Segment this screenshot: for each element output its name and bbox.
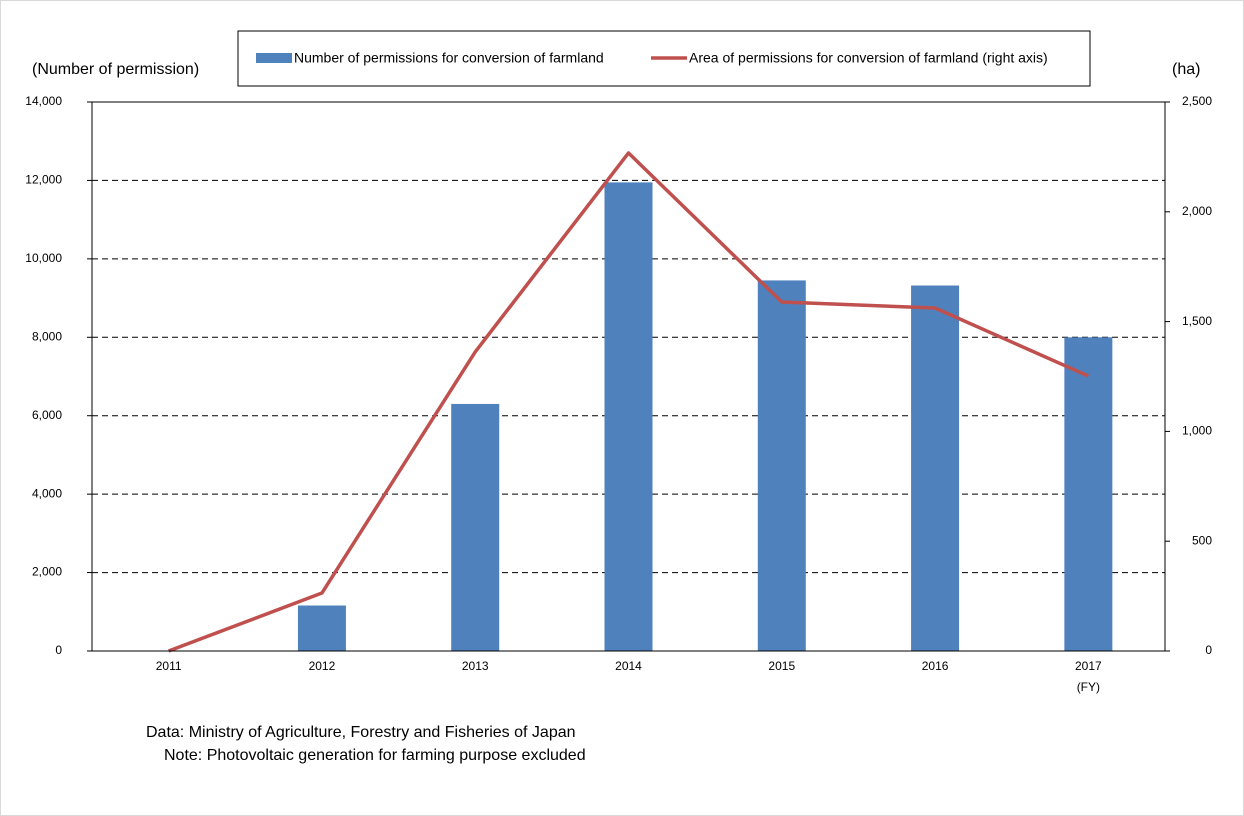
note: Note: Photovoltaic generation for farmin…	[164, 747, 586, 764]
x-tick-label: 2016	[922, 659, 949, 673]
y2-tick-label: 1,000	[1182, 424, 1212, 438]
bar	[451, 403, 500, 651]
y-tick-label: 14,000	[25, 94, 62, 108]
y-tick-label: 6,000	[32, 408, 62, 422]
x-tick-label: 2014	[615, 659, 642, 673]
y-tick-label: 2,000	[32, 565, 62, 579]
bar	[1064, 337, 1113, 651]
y2-tick-label: 0	[1205, 643, 1212, 657]
bar	[911, 285, 960, 651]
bar	[297, 605, 346, 651]
x-tick-label: 2012	[309, 659, 336, 673]
x-tick-label: 2017	[1075, 659, 1102, 673]
source-note: Data: Ministry of Agriculture, Forestry …	[146, 724, 576, 741]
legend-label: Number of permissions for conversion of …	[294, 50, 604, 66]
bar	[757, 280, 806, 651]
y-axis-title: (Number of permission)	[32, 61, 199, 78]
y-tick-label: 4,000	[32, 486, 62, 500]
line	[168, 151, 1090, 653]
x-tick-label: 2013	[462, 659, 489, 673]
y2-tick-label: 2,500	[1182, 94, 1212, 108]
bar	[604, 182, 653, 651]
x-annotation: (FY)	[1077, 680, 1100, 694]
y-tick-label: 12,000	[25, 173, 62, 187]
y-tick-label: 0	[55, 643, 62, 657]
y2-tick-label: 2,000	[1182, 204, 1212, 218]
x-tick-label: 2011	[156, 659, 182, 673]
y-tick-label: 10,000	[25, 251, 62, 265]
y-tick-label: 8,000	[32, 329, 62, 343]
y2-axis-title: (ha)	[1172, 61, 1200, 78]
y2-tick-label: 500	[1192, 533, 1212, 547]
x-tick-label: 2015	[768, 659, 795, 673]
legend-label: Area of permissions for conversion of fa…	[689, 50, 1048, 66]
legend-swatch	[256, 53, 292, 63]
y2-tick-label: 1,500	[1182, 314, 1212, 328]
